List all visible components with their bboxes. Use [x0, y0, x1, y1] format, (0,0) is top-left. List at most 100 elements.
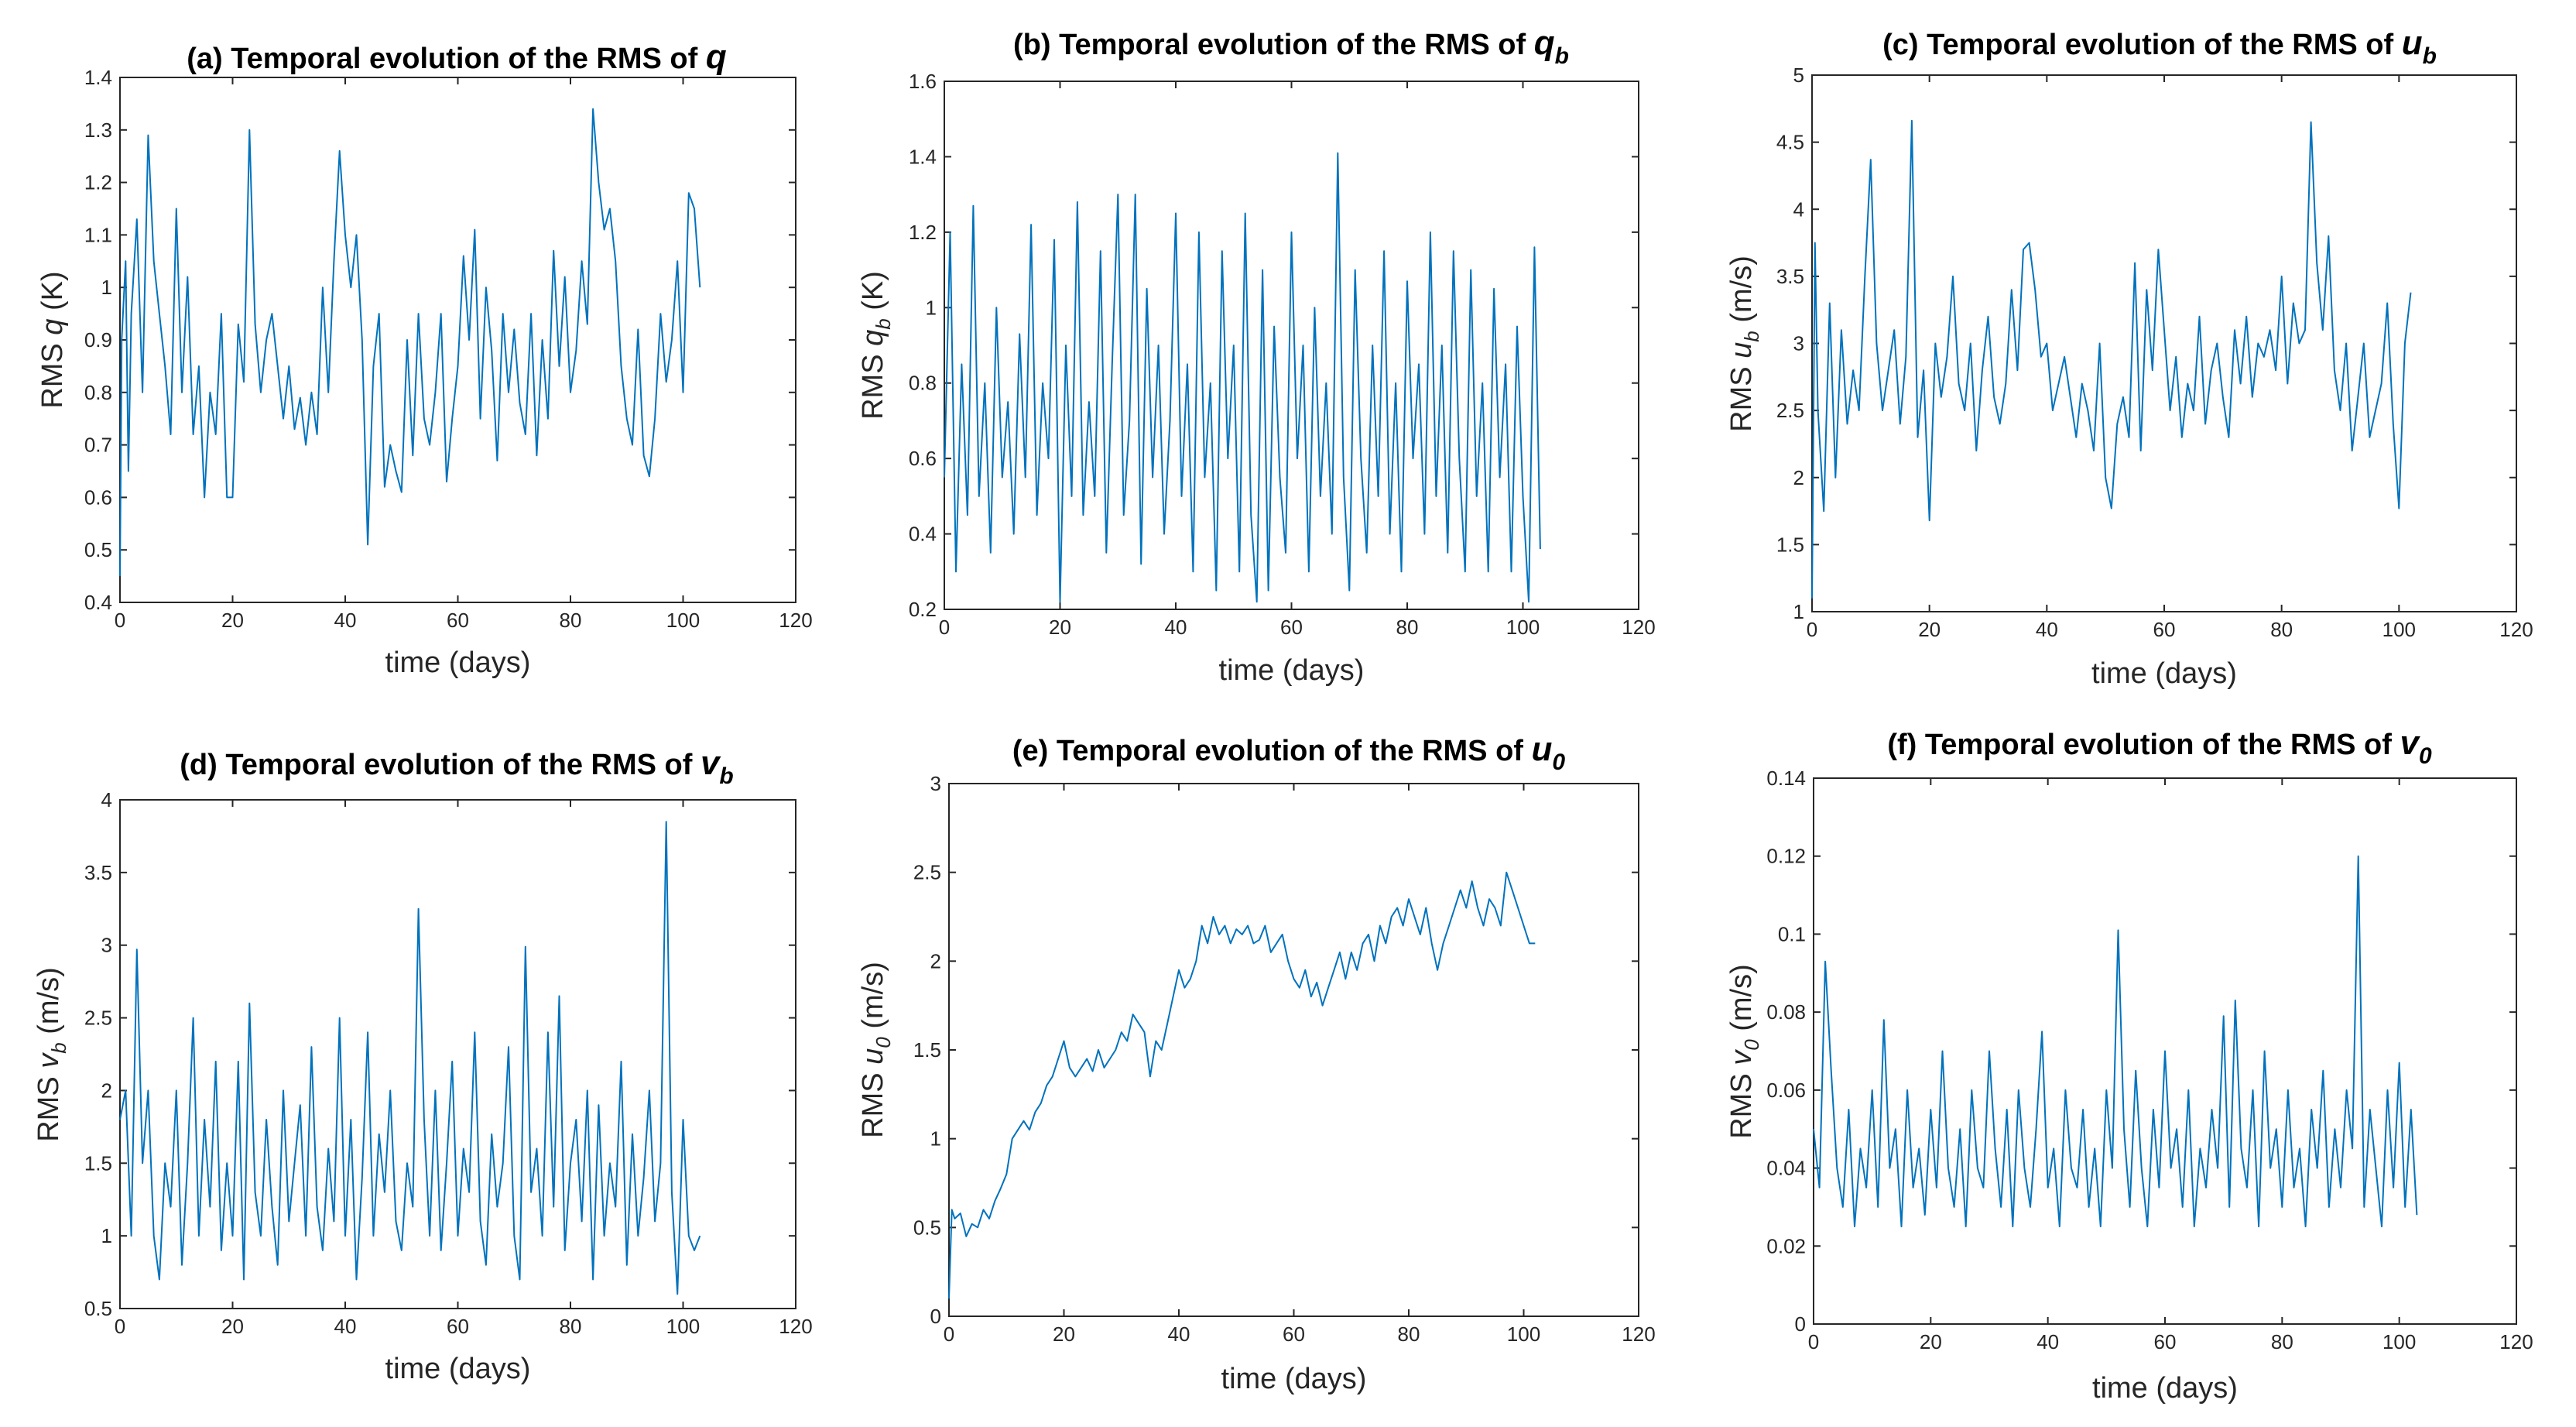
chart-title-subscript: b [1555, 43, 1569, 69]
series-line [944, 152, 1541, 603]
y-tick-label: 1 [926, 296, 937, 319]
y-tick-label: 2 [101, 1079, 112, 1102]
x-tick-label: 40 [1168, 1322, 1190, 1346]
x-tick-label: 0 [939, 616, 950, 639]
chart-title: (c) Temporal evolution of the RMS of ub [1882, 24, 2437, 69]
series-line [1811, 119, 2412, 599]
y-tick-label: 0.08 [1766, 1000, 1806, 1024]
y-tick-label: 0.9 [84, 328, 112, 352]
y-tick-label: 3 [1793, 332, 1804, 355]
chart-title: (f) Temporal evolution of the RMS of v0 [1887, 724, 2432, 769]
chart-title-subscript: 0 [2419, 743, 2432, 769]
x-tick-label: 20 [1049, 616, 1071, 639]
x-tick-label: 120 [779, 1315, 812, 1338]
chart-panel-a: 0 20 40 60 80 100 120 0.4 0.5 0.6 0.7 0.8 0.9 1 1.1 1.2… [36, 38, 813, 679]
x-tick-label: 20 [221, 609, 244, 632]
chart-panel-f: 0 20 40 60 80 100 120 0 0.02 0.04 0.06 0.08 0.1 0.12 0… [1725, 724, 2533, 1405]
x-tick-label: 0 [115, 1315, 125, 1338]
y-axis-label-prefix: RMS [1725, 358, 1758, 432]
chart-title-variable: u [1532, 730, 1553, 768]
x-tick-label: 100 [1506, 616, 1540, 639]
y-tick-label: 4 [101, 788, 112, 811]
chart-title-subscript: b [2423, 43, 2437, 69]
series-line [1813, 855, 2418, 1228]
y-tick-label: 3 [101, 934, 112, 957]
y-tick-label: 2.5 [84, 1007, 112, 1030]
x-tick-label: 80 [2271, 1330, 2293, 1353]
y-tick-label: 1.1 [84, 223, 112, 246]
x-tick-label: 100 [666, 1315, 700, 1338]
y-tick-label: 1.5 [1776, 533, 1804, 556]
plot-area [948, 783, 1639, 1317]
y-tick-label: 1.4 [84, 66, 112, 89]
y-axis-label-variable: u [857, 1048, 889, 1065]
x-tick-label: 120 [1622, 616, 1655, 639]
y-axis-label-variable: q [857, 330, 889, 346]
x-tick-label: 60 [1283, 1322, 1305, 1346]
x-tick-label: 60 [2154, 1330, 2177, 1353]
y-tick-label: 3.5 [1776, 265, 1804, 288]
chart-panel-d: 0 20 40 60 80 100 120 0.5 1 1.5 2 2.5 3 3.5 4 (d) Tempo… [33, 744, 813, 1385]
x-tick-label: 120 [2499, 1330, 2533, 1353]
x-axis-label: time (days) [1221, 1363, 1367, 1395]
y-axis-label: RMS vb (m/s) [33, 967, 70, 1142]
x-tick-label: 40 [2036, 618, 2058, 641]
x-axis-label: time (days) [1219, 654, 1365, 687]
chart-title-variable: q [1534, 24, 1555, 62]
chart-panel-b: 0 20 40 60 80 100 120 0.2 0.4 0.6 0.8 1 1.2 1.4 1.6 (b)… [857, 24, 1656, 687]
y-tick-label: 0.6 [909, 447, 937, 470]
y-tick-label: 3 [930, 772, 941, 795]
x-tick-label: 40 [334, 1315, 357, 1338]
y-tick-label: 0.02 [1766, 1234, 1806, 1257]
y-tick-label: 1.6 [909, 70, 937, 93]
x-tick-label: 80 [560, 1315, 582, 1338]
chart-panel-e: 0 20 40 60 80 100 120 0 0.5 1 1.5 2 2.5 3 (e) Temporal… [857, 730, 1656, 1395]
x-tick-label: 40 [1165, 616, 1187, 639]
y-tick-label: 0.8 [84, 381, 112, 404]
x-tick-label: 60 [447, 609, 469, 632]
chart-title-variable: q [706, 38, 727, 76]
y-axis-label-variable: v [1725, 1049, 1758, 1065]
y-axis-label: RMS u0 (m/s) [857, 962, 895, 1138]
plot-area [119, 77, 796, 603]
y-axis-label-variable: v [33, 1052, 65, 1069]
x-axis-label: time (days) [385, 1353, 531, 1385]
y-tick-label: 1 [101, 276, 112, 299]
y-tick-label: 1.5 [84, 1151, 112, 1175]
y-tick-label: 1.2 [909, 221, 937, 244]
y-axis-label-subscript: b [872, 318, 895, 329]
y-axis-label: RMS q (K) [36, 271, 69, 408]
y-tick-label: 1 [930, 1127, 941, 1151]
x-tick-label: 80 [1398, 1322, 1420, 1346]
chart-title-subscript: b [719, 763, 733, 789]
y-tick-label: 0 [1795, 1312, 1806, 1336]
plot-area [1811, 74, 2517, 612]
y-tick-label: 0.1 [1778, 922, 1806, 945]
x-tick-label: 20 [221, 1315, 244, 1338]
y-tick-label: 1.4 [909, 145, 937, 168]
x-tick-label: 80 [1396, 616, 1419, 639]
y-tick-label: 2.5 [1776, 399, 1804, 422]
y-tick-label: 0.6 [84, 485, 112, 509]
y-tick-label: 0.04 [1766, 1157, 1806, 1180]
chart-title-text: (e) Temporal evolution of the RMS of [1012, 735, 1532, 767]
chart-title: (e) Temporal evolution of the RMS of u0 [1012, 730, 1566, 775]
chart-title-text: (b) Temporal evolution of the RMS of [1013, 29, 1534, 61]
y-tick-label: 0.7 [84, 434, 112, 457]
y-tick-label: 0 [930, 1305, 941, 1328]
x-tick-label: 120 [2499, 618, 2533, 641]
y-axis-label-unit: (m/s) [33, 967, 65, 1042]
chart-panel-c: 0 20 40 60 80 100 120 1 1.5 2 2.5 3 3.5 4 4.5 5 (c) Temp… [1725, 24, 2533, 690]
plot-area [944, 81, 1639, 610]
y-tick-label: 0.14 [1766, 767, 1806, 790]
x-tick-label: 0 [944, 1322, 954, 1346]
y-axis-label-prefix: RMS [33, 1069, 65, 1142]
y-tick-label: 0.8 [909, 372, 937, 395]
y-axis-label-subscript: b [47, 1042, 70, 1053]
y-tick-label: 2 [930, 949, 941, 972]
y-axis-label-unit: (K) [36, 271, 69, 318]
y-tick-label: 0.5 [913, 1216, 941, 1239]
y-axis-label: RMS qb (K) [857, 271, 895, 420]
y-tick-label: 1.5 [913, 1038, 941, 1062]
